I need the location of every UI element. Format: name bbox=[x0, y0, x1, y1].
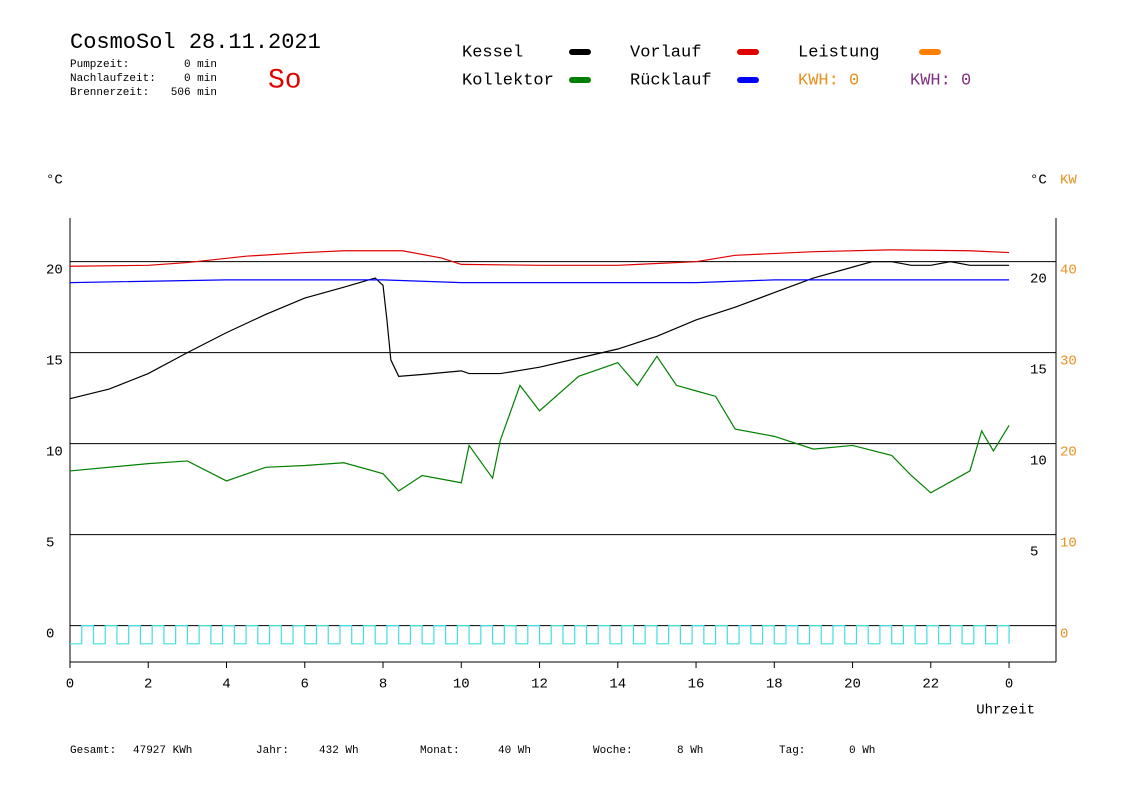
x-tick-label: 0 bbox=[66, 677, 74, 693]
y-tick-label: 15 bbox=[46, 353, 63, 369]
x-tick-label: 8 bbox=[379, 677, 387, 693]
legend-label: Vorlauf bbox=[630, 43, 701, 62]
stat-label: Nachlaufzeit: bbox=[70, 73, 156, 85]
footer-value: 40 Wh bbox=[498, 745, 531, 757]
legend-label: Kessel bbox=[462, 43, 523, 62]
x-tick-label: 0 bbox=[1005, 677, 1013, 693]
x-tick-label: 10 bbox=[453, 677, 470, 693]
series-line bbox=[69, 261, 1010, 400]
footer-value: 0 Wh bbox=[849, 745, 875, 757]
footer-value: 432 Wh bbox=[319, 745, 359, 757]
y-tick-label: 5 bbox=[46, 535, 54, 551]
y-tick-label: 0 bbox=[46, 626, 54, 642]
y2-tick-label: 30 bbox=[1060, 353, 1077, 369]
footer-label: Tag: bbox=[779, 745, 805, 757]
footer-label: Jahr: bbox=[256, 745, 289, 757]
series-line bbox=[69, 249, 1010, 267]
footer-value: 8 Wh bbox=[677, 745, 703, 757]
footer-value: 47927 KWh bbox=[133, 745, 192, 757]
x-tick-label: 6 bbox=[301, 677, 309, 693]
y-right-tick-label: 15 bbox=[1030, 362, 1047, 378]
x-tick-label: 12 bbox=[531, 677, 548, 693]
y-tick-label: 10 bbox=[46, 444, 63, 460]
x-tick-label: 2 bbox=[144, 677, 152, 693]
stat-label: Brennerzeit: bbox=[70, 87, 149, 99]
y2-tick-label: 10 bbox=[1060, 535, 1077, 551]
y-tick-label: 20 bbox=[46, 262, 63, 278]
stat-label: Pumpzeit: bbox=[70, 59, 129, 71]
kwh-label: KWH: 0 bbox=[798, 71, 859, 90]
x-tick-label: 14 bbox=[609, 677, 626, 693]
x-tick-label: 18 bbox=[766, 677, 783, 693]
y2-label-c: °C bbox=[1030, 173, 1047, 189]
series-line bbox=[69, 355, 1010, 494]
x-label: Uhrzeit bbox=[976, 703, 1035, 719]
footer-label: Gesamt: bbox=[70, 745, 116, 757]
series-line bbox=[70, 625, 1010, 645]
y-right-tick-label: 5 bbox=[1030, 544, 1038, 560]
stat-value: 0 min bbox=[184, 59, 217, 71]
y2-tick-label: 20 bbox=[1060, 444, 1077, 460]
y2-tick-label: 0 bbox=[1060, 626, 1068, 642]
y-right-tick-label: 20 bbox=[1030, 271, 1047, 287]
legend-label: Rücklauf bbox=[630, 71, 712, 90]
y-label: °C bbox=[46, 173, 63, 189]
legend-label: Leistung bbox=[798, 43, 880, 62]
stat-value: 506 min bbox=[171, 87, 217, 99]
series-line bbox=[69, 279, 1010, 284]
stat-value: 0 min bbox=[184, 73, 217, 85]
title: CosmoSol 28.11.2021 bbox=[70, 30, 321, 55]
y-right-tick-label: 10 bbox=[1030, 453, 1047, 469]
day: So bbox=[268, 65, 302, 96]
x-tick-label: 16 bbox=[688, 677, 705, 693]
footer-label: Monat: bbox=[420, 745, 460, 757]
x-tick-label: 4 bbox=[222, 677, 230, 693]
y2-label: KW bbox=[1060, 173, 1077, 189]
x-tick-label: 20 bbox=[844, 677, 861, 693]
kwh-label: KWH: 0 bbox=[910, 71, 971, 90]
y2-tick-label: 40 bbox=[1060, 262, 1077, 278]
x-tick-label: 22 bbox=[922, 677, 939, 693]
footer-label: Woche: bbox=[593, 745, 633, 757]
legend-label: Kollektor bbox=[462, 71, 554, 90]
